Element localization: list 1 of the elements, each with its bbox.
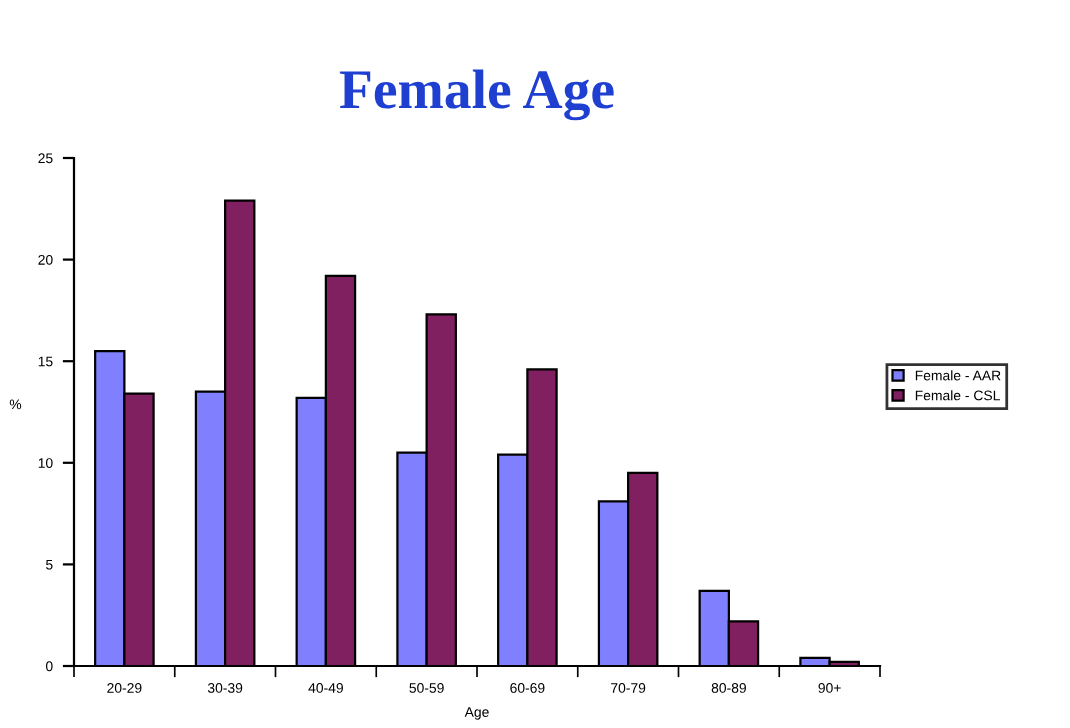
chart-title: Female Age xyxy=(339,69,614,121)
